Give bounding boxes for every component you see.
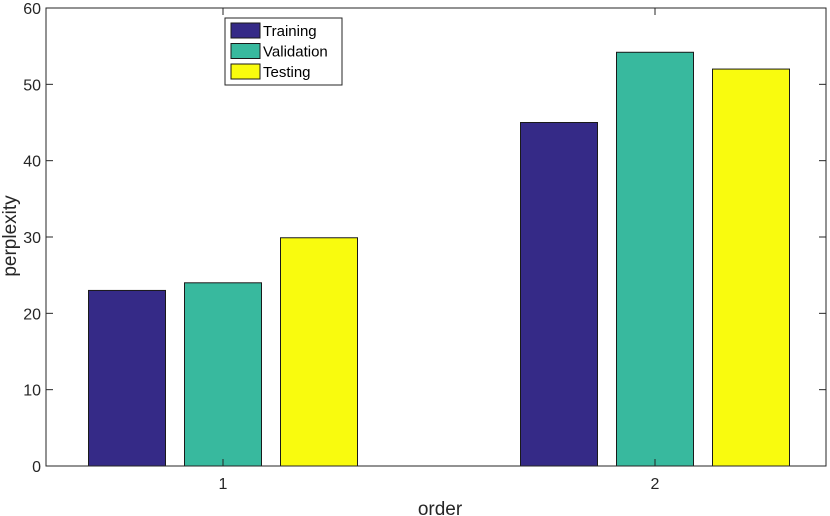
legend: Training Validation Testing xyxy=(224,17,343,86)
legend-swatch-validation xyxy=(230,43,261,59)
legend-label-validation: Validation xyxy=(263,44,328,61)
x-tick-label: 2 xyxy=(651,476,660,493)
bar-testing-2 xyxy=(712,68,790,467)
bar-validation-1 xyxy=(184,282,262,467)
axes-group: 0 10 20 30 40 50 60 1 2 xyxy=(23,1,827,493)
x-tick-label: 1 xyxy=(219,476,228,493)
legend-swatch-testing xyxy=(230,63,261,80)
bar-training-2 xyxy=(520,122,598,467)
y-tick-label: 50 xyxy=(23,77,41,94)
legend-label-testing: Testing xyxy=(263,64,311,81)
y-tick-label: 60 xyxy=(23,1,41,18)
plot-area xyxy=(46,8,826,466)
y-tick-label: 40 xyxy=(23,154,41,171)
legend-swatch-training xyxy=(230,22,261,39)
y-tick-label: 30 xyxy=(23,230,41,247)
y-tick-label: 20 xyxy=(23,306,41,323)
x-axis-title: order xyxy=(418,499,463,516)
bars-group xyxy=(88,51,790,467)
y-axis-title: perplexity xyxy=(0,195,21,277)
bar-training-1 xyxy=(88,289,166,467)
bar-validation-2 xyxy=(616,51,694,467)
y-tick-label: 0 xyxy=(32,459,41,476)
y-tick-label: 10 xyxy=(23,383,41,400)
bar-testing-1 xyxy=(280,237,358,467)
legend-label-training: Training xyxy=(263,23,317,40)
